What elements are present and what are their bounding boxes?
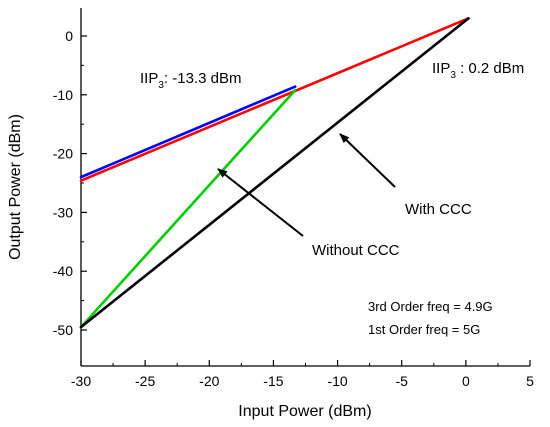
y-tick-label: -50 [53, 322, 73, 338]
without-ccc-label: Without CCC [312, 242, 400, 259]
y-tick-label: -30 [53, 204, 73, 220]
x-tick-label: -30 [71, 373, 91, 389]
y-axis-title: Output Power (dBm) [7, 114, 24, 260]
iip3-left-main: IIP [140, 70, 158, 87]
series-line-1 [79, 85, 297, 179]
series-line-2 [79, 17, 470, 182]
y-tick-label: -10 [53, 87, 73, 103]
x-tick-label: 0 [462, 373, 470, 389]
with-ccc-arrow [339, 133, 396, 188]
y-ticks: 0 -10 -20 -30 -40 -50 [53, 28, 87, 338]
iip3-right-rest: : 0.2 dBm [456, 60, 524, 77]
with-ccc-label: With CCC [405, 201, 472, 218]
iip3-right-label: IIP3 : 0.2 dBm [432, 60, 524, 81]
without-ccc-arrow [217, 168, 304, 237]
x-tick-label: 5 [526, 373, 534, 389]
iip3-left-rest: : -13.3 dBm [164, 70, 242, 87]
x-tick-label: -15 [263, 373, 283, 389]
y-tick-label: -40 [53, 263, 73, 279]
x-tick-label: -10 [327, 373, 347, 389]
iip3-right-sub: 3 [450, 70, 456, 81]
iip3-right-main: IIP [432, 60, 450, 77]
y-tick-label: -20 [53, 146, 73, 162]
iip3-left-label: IIP3: -13.3 dBm [140, 70, 241, 91]
iip3-left-sub: 3 [158, 80, 164, 91]
freq-1st-label: 1st Order freq = 5G [368, 322, 480, 337]
series-line-4 [79, 17, 470, 329]
x-tick-label: -25 [135, 373, 155, 389]
x-ticks: -30 -25 -20 -15 -10 -5 0 5 [71, 360, 534, 389]
freq-3rd-label: 3rd Order freq = 4.9G [368, 299, 493, 314]
x-tick-label: -20 [199, 373, 219, 389]
x-axis-title: Input Power (dBm) [238, 403, 371, 420]
series-line-3 [79, 88, 297, 329]
series-lines [79, 17, 470, 329]
x-tick-label: -5 [395, 373, 408, 389]
y-tick-label: 0 [65, 28, 73, 44]
